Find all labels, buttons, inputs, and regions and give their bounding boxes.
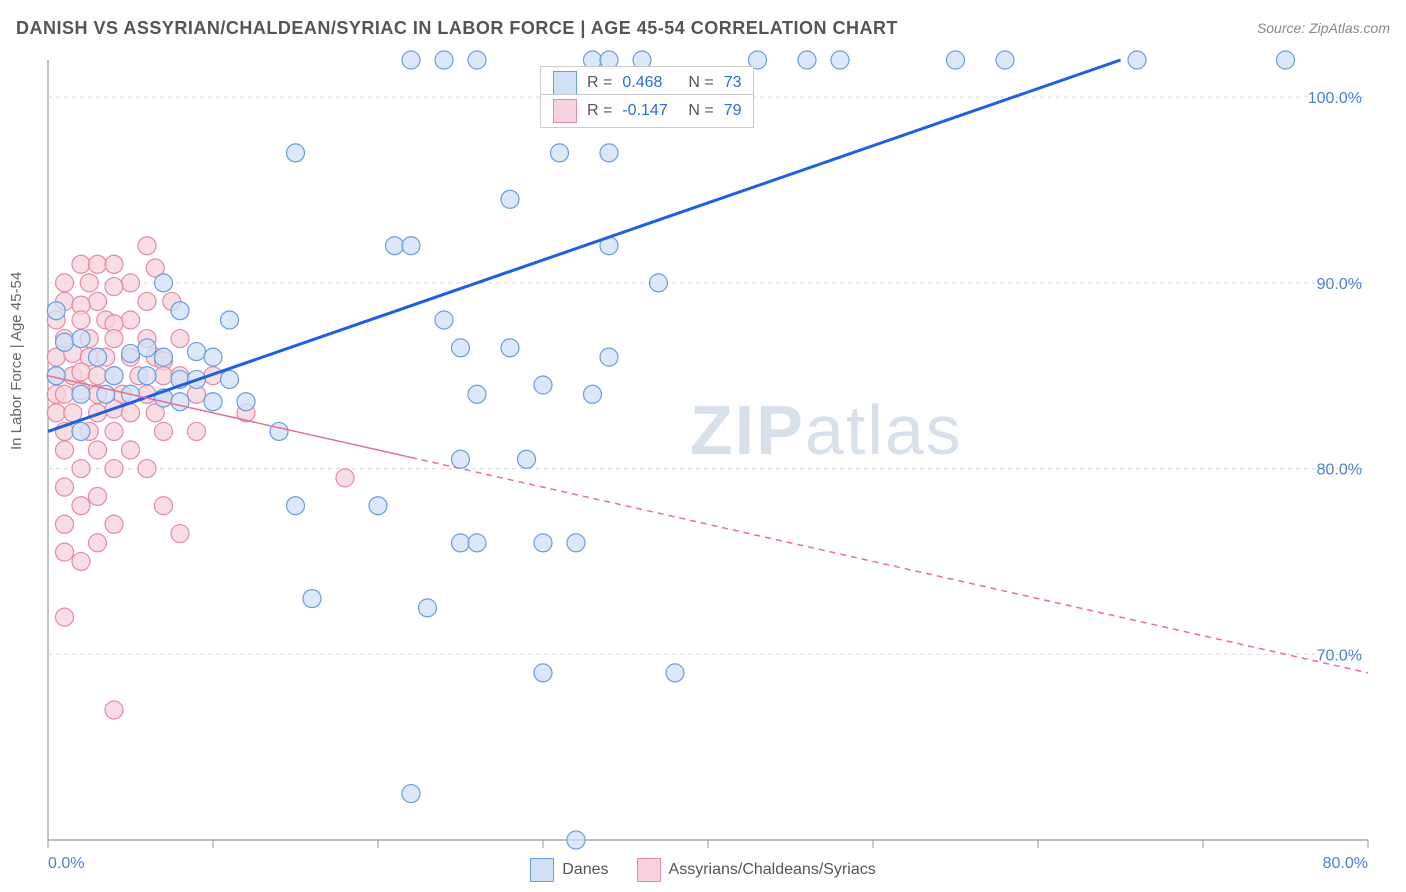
svg-text:90.0%: 90.0% [1317,276,1362,293]
stat-value-r-danes: 0.468 [622,74,678,92]
swatch-danes [530,858,554,882]
legend-label-danes: Danes [562,861,608,879]
legend-item-danes: Danes [530,858,608,882]
swatch-acs [637,858,661,882]
stat-value-n-acs: 79 [724,102,742,120]
stat-label-n: N = [688,74,713,92]
legend-item-acs: Assyrians/Chaldeans/Syriacs [637,858,876,882]
stat-label-n: N = [688,102,713,120]
stat-value-r-acs: -0.147 [622,102,678,120]
legend-label-acs: Assyrians/Chaldeans/Syriacs [669,861,876,879]
stat-label-r: R = [587,102,612,120]
correlation-chart: 70.0%80.0%90.0%100.0%0.0%80.0% [0,0,1406,892]
stats-box-acs: R = -0.147 N = 79 [540,94,754,128]
svg-text:80.0%: 80.0% [1317,462,1362,479]
svg-text:100.0%: 100.0% [1308,90,1362,107]
swatch-danes [553,71,577,95]
stat-value-n-danes: 73 [724,74,742,92]
swatch-acs [553,99,577,123]
stat-label-r: R = [587,74,612,92]
bottom-legend: Danes Assyrians/Chaldeans/Syriacs [0,858,1406,882]
svg-text:70.0%: 70.0% [1317,647,1362,664]
